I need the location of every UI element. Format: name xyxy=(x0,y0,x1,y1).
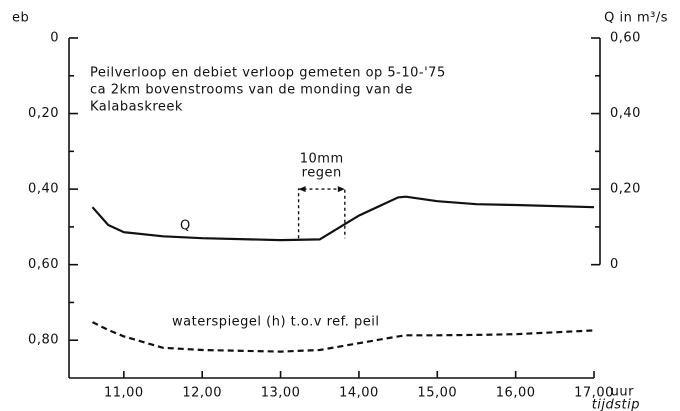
x-tick-label: 16,00 xyxy=(496,386,536,401)
series-line xyxy=(92,321,595,353)
y-tick-label: 0,40 xyxy=(28,182,59,197)
title-line: ca 2km bovenstrooms van de monding van d… xyxy=(90,83,413,98)
rain-box xyxy=(297,188,346,239)
annotation-text: 10mm xyxy=(300,152,344,167)
y-tick-label: 0,80 xyxy=(28,333,59,348)
y-axis-label: eb xyxy=(12,11,29,26)
x-tick-label: 14,00 xyxy=(339,386,379,401)
y-tick-label: 0,60 xyxy=(28,257,59,272)
y2-tick-label: 0,60 xyxy=(610,31,641,46)
series-label: Q xyxy=(180,219,191,234)
y2-tick-label: 0,20 xyxy=(610,182,641,197)
y-tick-label: 0,20 xyxy=(28,106,59,121)
title-line: Peilverloop en debiet verloop gemeten op… xyxy=(90,66,446,81)
x-tick-label: 17,00 xyxy=(574,386,614,401)
series-label: waterspiegel (h) t.o.v ref. peil xyxy=(172,315,380,330)
annotation-text: regen xyxy=(302,166,342,181)
arrow-head xyxy=(337,186,345,193)
x-tick-label: 13,00 xyxy=(261,386,301,401)
y2-axis-label: Q in m³/s xyxy=(604,11,668,26)
x-tick-label: 12,00 xyxy=(182,386,222,401)
y2-tick-label: 0,40 xyxy=(610,106,641,121)
x-tick-label: 15,00 xyxy=(417,386,457,401)
y2-tick-label: 0 xyxy=(610,257,619,272)
title-line: Kalabaskreek xyxy=(90,100,183,115)
series-line xyxy=(91,195,595,242)
x-axis-label: tijdstip xyxy=(592,398,640,411)
arrow-head xyxy=(298,186,306,193)
y-tick-label: 0 xyxy=(50,31,59,46)
x-unit: uur xyxy=(611,385,634,400)
x-tick-label: 11,00 xyxy=(104,386,144,401)
